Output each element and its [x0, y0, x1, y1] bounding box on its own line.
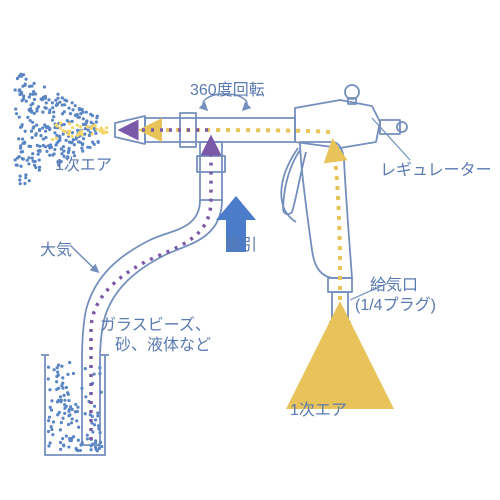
label-regulator: レギュレーター	[380, 161, 492, 179]
label-suction: 吸引	[225, 236, 257, 254]
label-primary_air_left: 1次エア	[55, 156, 112, 174]
label-inlet_sub: (1/4プラグ)	[355, 296, 436, 314]
label-materials_line2: 砂、液体など	[115, 336, 211, 354]
label-primary_air_bottom: 1次エア	[290, 401, 347, 419]
media-container	[41, 355, 109, 455]
label-atmosphere: 大気	[40, 241, 72, 259]
label-inlet: 給気口	[370, 276, 418, 294]
label-rotation: 360度回転	[190, 81, 265, 99]
label-materials_line1: ガラスビーズ、	[100, 316, 211, 334]
